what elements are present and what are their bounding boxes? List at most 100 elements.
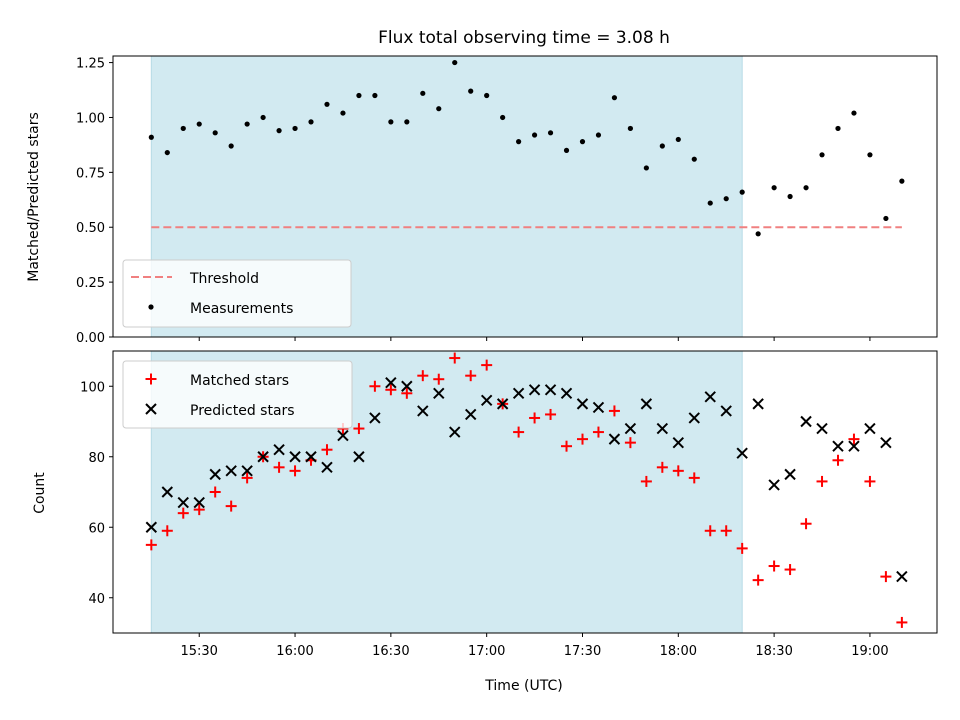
- predicted-star-point: [353, 451, 365, 463]
- top-y-tick-label: 1.00: [76, 111, 105, 126]
- predicted-star-point: [433, 387, 445, 400]
- measurement-point: [595, 132, 602, 138]
- top-y-tick-label: 0.00: [76, 331, 105, 346]
- predicted-star-point: [305, 451, 317, 463]
- measurement-point: [787, 193, 793, 200]
- legend-measurements-label: Measurements: [190, 301, 293, 317]
- predicted-star-point: [369, 412, 381, 424]
- predicted-star-point: [145, 521, 158, 533]
- matched-star-point: [289, 465, 301, 477]
- predicted-star-point: [337, 429, 349, 442]
- top-axes-frame: [112, 55, 938, 338]
- predicted-star-point: [880, 436, 892, 449]
- measurement-point: [228, 143, 234, 149]
- bottom-y-tick-label: 100: [80, 380, 105, 395]
- matched-star-point: [736, 542, 748, 554]
- bottom-y-tick-label: 40: [88, 592, 105, 607]
- predicted-star-point: [544, 384, 557, 396]
- predicted-star-point: [496, 398, 509, 410]
- predicted-star-point: [832, 440, 844, 452]
- matched-star-point: [576, 433, 588, 445]
- bottom-y-tick-label: 60: [88, 521, 105, 536]
- matched-star-point: [481, 359, 493, 371]
- predicted-star-point: [480, 394, 493, 407]
- measurement-point: [196, 121, 202, 127]
- measurement-point: [260, 114, 266, 121]
- measurement-point: [468, 88, 474, 94]
- measurement-point: [851, 110, 857, 116]
- top-legend: Threshold Measurements: [122, 259, 352, 328]
- legend-threshold-label: Threshold: [189, 271, 259, 287]
- measurement-point: [883, 215, 889, 222]
- predicted-star-point: [592, 401, 605, 414]
- matched-star-point: [545, 408, 557, 420]
- bottom-y-tick-label: 80: [88, 451, 105, 466]
- legend-matched-label: Matched stars: [190, 373, 289, 389]
- matched-star-point: [640, 475, 652, 487]
- measurement-point: [404, 119, 410, 125]
- predicted-star-point: [241, 465, 253, 477]
- predicted-star-point: [576, 398, 589, 410]
- matched-star-point: [656, 461, 668, 473]
- matched-star-point: [864, 475, 876, 487]
- predicted-star-point: [321, 461, 333, 474]
- measurement-point: [547, 130, 554, 136]
- matched-star-point: [433, 373, 445, 385]
- measurement-point: [659, 143, 665, 149]
- predicted-star-point: [688, 412, 700, 424]
- x-tick-label: 15:30: [180, 644, 217, 659]
- matched-star-point: [768, 560, 780, 572]
- chart-title: Flux total observing time = 3.08 h: [378, 28, 670, 48]
- predicted-star-point: [289, 451, 301, 463]
- predicted-star-point: [209, 468, 221, 481]
- measurement-point: [308, 119, 314, 125]
- predicted-star-point: [193, 496, 205, 509]
- measurement-point: [436, 106, 442, 112]
- matched-star-point: [592, 426, 604, 438]
- legend-measurements-swatch: [148, 304, 154, 310]
- matched-star-point: [752, 574, 764, 586]
- measurement-point: [500, 114, 506, 121]
- predicted-star-point: [401, 380, 413, 392]
- x-tick-label: 18:30: [755, 644, 792, 659]
- predicted-star-point: [512, 387, 525, 400]
- matched-star-point: [193, 504, 205, 516]
- matched-star-point: [816, 475, 828, 487]
- matched-star-point: [529, 412, 541, 424]
- top-y-tick-label: 0.75: [76, 166, 105, 181]
- bottom-axes-frame: [112, 350, 938, 634]
- measurement-point: [452, 59, 458, 66]
- measurement-point: [643, 165, 649, 171]
- predicted-star-point: [704, 391, 716, 403]
- top-legend-box: [122, 259, 352, 328]
- measurement-point: [723, 196, 729, 202]
- top-y-tick-label: 0.25: [76, 276, 105, 291]
- top-y-axis-label: Matched/Predicted stars: [26, 112, 42, 282]
- bottom-legend: Matched stars Predicted stars: [122, 360, 353, 429]
- measurement-point: [867, 152, 873, 158]
- measurement-point: [484, 92, 490, 99]
- predicted-star-point: [816, 422, 828, 435]
- measurement-point: [627, 125, 633, 132]
- predicted-star-point: [528, 384, 541, 396]
- predicted-star-point: [449, 426, 461, 438]
- matched-star-point: [209, 486, 221, 498]
- predicted-star-point: [736, 447, 748, 459]
- measurement-point: [819, 152, 825, 158]
- measurement-point: [356, 92, 362, 99]
- top-panel: 0.00 0.25 0.50 0.75 1.00 1.25 Threshold Measure…: [76, 55, 938, 346]
- legend-predicted-swatch: [145, 403, 157, 415]
- predicted-star-point: [672, 436, 685, 449]
- x-tick-label: 17:30: [564, 644, 601, 659]
- measurement-point: [579, 139, 586, 145]
- predicted-star-point: [417, 405, 429, 417]
- measurement-point: [899, 178, 905, 184]
- predicted-star-point: [848, 440, 860, 452]
- bottom-panel: 40 60 80 100 15:30 16:00 16:30 17:00 17:30 18:00 1…: [80, 350, 938, 659]
- measurement-point: [164, 149, 170, 156]
- predicted-star-point: [560, 387, 573, 400]
- predicted-star-point: [464, 408, 477, 421]
- matched-star-point: [161, 525, 173, 537]
- measurement-point: [372, 92, 378, 99]
- measurement-point: [244, 121, 250, 127]
